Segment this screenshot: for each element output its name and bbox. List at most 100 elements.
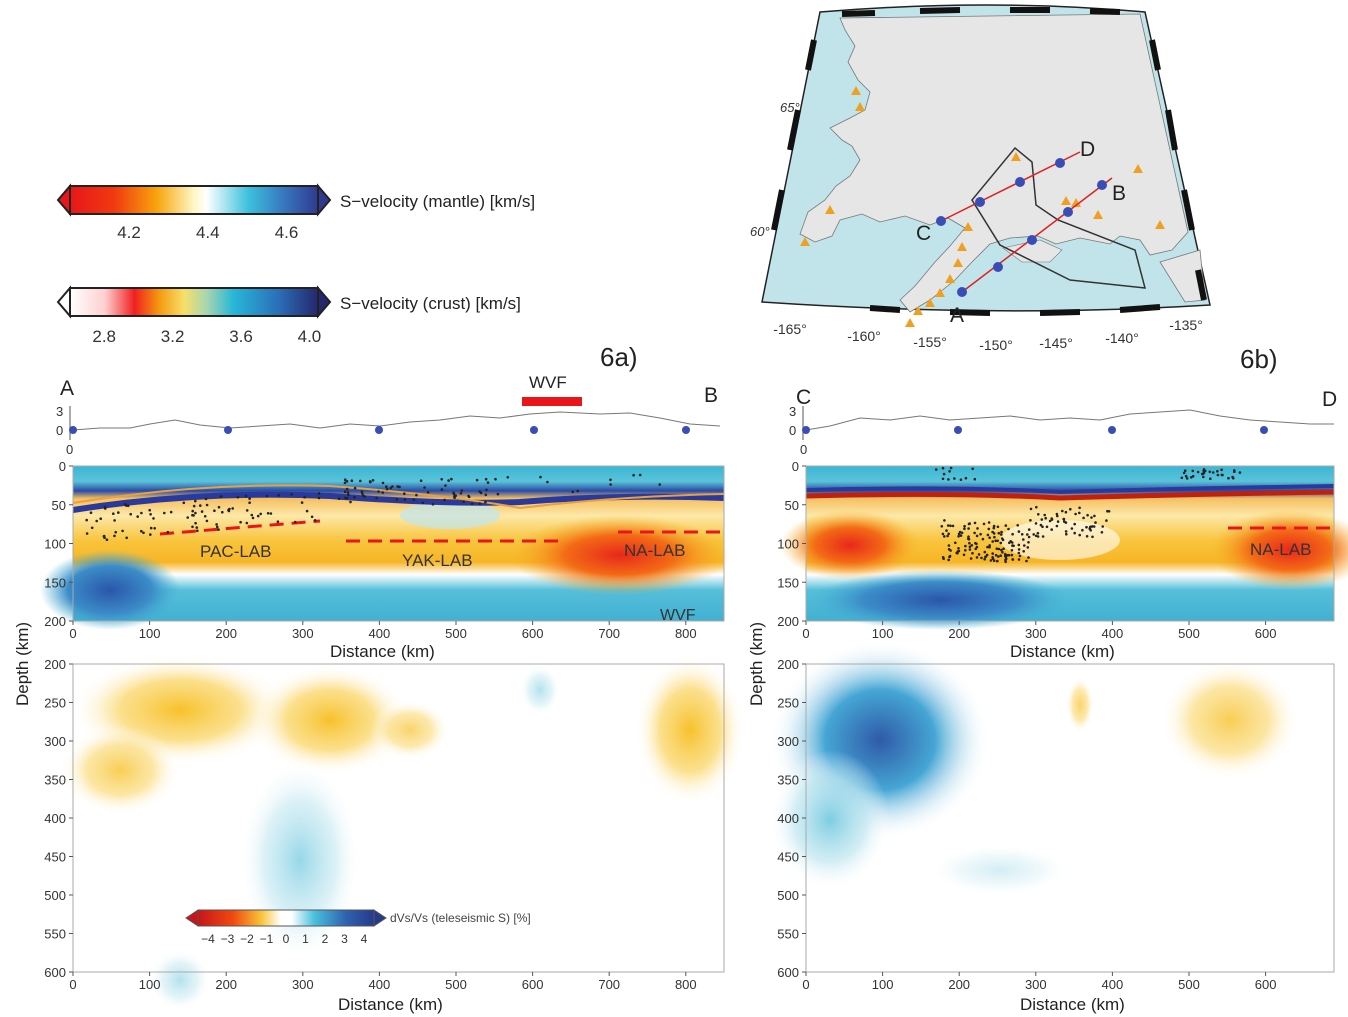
earthquake-marker [459,492,463,495]
earthquake-marker [1191,474,1195,478]
axis-tick-label: 100 [139,977,161,992]
axis-tick-label: 400 [1102,977,1124,992]
earthquake-marker [1227,476,1230,480]
map-lon-label: -160° [847,328,881,344]
earthquake-marker [968,548,972,551]
crust-colorbar-label: S−velocity (crust) [km/s] [340,294,521,313]
earthquake-marker [440,478,444,481]
axis-tick-label: 150 [777,575,799,590]
earthquake-marker [377,490,380,493]
axis-tick-label: 0 [802,977,809,992]
earthquake-marker [305,509,309,513]
earthquake-marker [992,526,996,530]
earthquake-marker [421,501,425,505]
earthquake-marker [353,486,357,490]
earthquake-marker [104,507,107,510]
earthquake-marker [539,475,542,479]
earthquake-marker [962,553,966,557]
earthquake-marker [941,556,945,559]
axis-tick-label: 500 [1178,626,1200,641]
panel-b-topography [802,406,1334,440]
earthquake-marker [967,527,970,530]
earthquake-marker [1007,527,1010,531]
earthquake-marker [484,500,487,504]
earthquake-marker [204,497,208,501]
earthquake-marker [1064,510,1068,514]
axis-tick-label: 0 [69,977,76,992]
earthquake-marker [996,539,999,543]
axis-tick-label: 100 [139,626,161,641]
earthquake-marker [973,477,977,481]
axis-tick-label: 100 [872,977,894,992]
earthquake-marker [948,555,951,559]
earthquake-marker [571,490,575,494]
earthquake-marker [975,534,979,538]
panel-b-upper-yticks: 0 50 100 150 200 [777,459,806,629]
axis-tick-label: 350 [44,773,66,788]
earthquake-marker [1029,507,1033,511]
axis-tick-label: 200 [948,977,970,992]
panel-a-upper-xticks: 0 100 200 300 400 500 600 700 800 [69,621,697,641]
earthquake-marker [948,470,951,473]
panel-b-lower-yticks: 200 250 300 350 400 450 500 550 600 [777,657,806,980]
earthquake-marker [113,534,116,538]
earthquake-marker [941,477,945,481]
earthquake-marker [1202,468,1206,471]
axis-tick-label: 300 [1025,977,1047,992]
earthquake-marker [941,466,945,470]
earthquake-marker [1055,512,1059,516]
earthquake-marker [1078,511,1081,515]
earthquake-marker [1081,528,1084,532]
earthquake-marker [967,537,970,540]
earthquake-marker [996,525,1000,529]
earthquake-marker [152,517,155,520]
earthquake-marker [1085,525,1088,529]
earthquake-marker [1073,531,1076,535]
earthquake-marker [1056,520,1060,523]
mantle-colorbar-label: S−velocity (mantle) [km/s] [340,192,535,211]
earthquake-marker [215,523,218,526]
earthquake-marker [964,549,967,552]
earthquake-marker [337,497,341,501]
panel-a-lower-xticks: 0 100 200 300 400 500 600 700 800 [69,972,697,992]
axis-tick-label: 500 [445,977,467,992]
panel-b-upper-xticks: 0 100 200 300 400 500 600 [802,621,1276,641]
earthquake-marker [102,535,106,538]
earthquake-marker [1004,560,1007,564]
earthquake-marker [484,493,488,497]
earthquake-marker [632,473,635,477]
earthquake-marker [991,556,994,559]
earthquake-marker [345,480,349,483]
earthquake-marker [403,492,406,496]
earthquake-marker [954,541,957,545]
earthquake-marker [949,466,953,470]
earthquake-marker [658,483,661,486]
earthquake-marker [1209,477,1212,481]
earthquake-marker [199,504,202,507]
earthquake-marker [949,524,952,528]
teleseismic-tick-label: 3 [341,932,348,946]
axis-tick-label: 50 [785,498,799,513]
axis-tick-label: 500 [44,888,66,903]
axis-tick-label: 200 [215,977,237,992]
axis-tick-label: 600 [777,965,799,980]
earthquake-marker [440,488,444,491]
earthquake-marker [1238,471,1242,474]
axis-tick-label: 400 [1102,626,1124,641]
colorbar-tick-label: 3.6 [229,327,253,346]
earthquake-marker [265,494,269,498]
earthquake-marker [95,519,98,523]
earthquake-marker [1027,535,1031,539]
earthquake-marker [375,496,378,500]
earthquake-marker [1101,525,1104,528]
panel-b-lower-xticks: 0 100 200 300 400 500 600 [802,972,1276,992]
axis-tick-label: 550 [777,927,799,942]
panel-b-upper-section [780,465,1348,630]
panel-b-upper-xlabel: Distance (km) [1010,642,1115,661]
earthquake-marker [1056,514,1059,518]
earthquake-marker [1004,555,1008,559]
earthquake-marker [967,535,970,538]
earthquake-marker [1017,543,1021,547]
colorbar-tick-label: 4.6 [275,223,299,242]
axis-tick-label: 300 [44,734,66,749]
